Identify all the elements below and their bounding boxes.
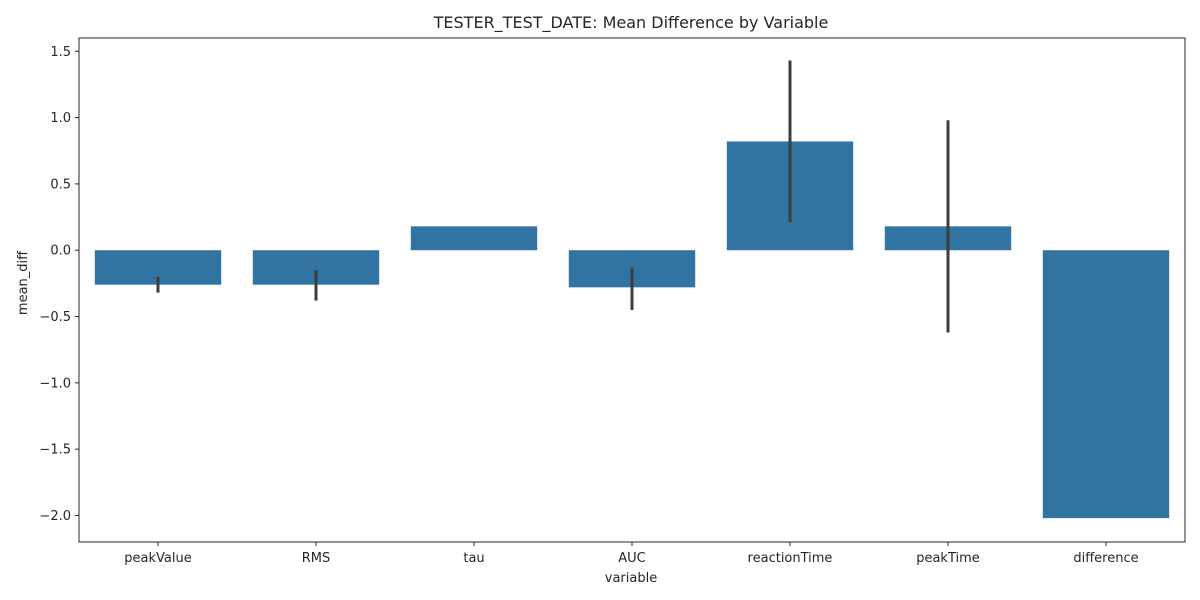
y-tick-label: 0.0	[50, 244, 71, 259]
x-ticks-layer: peakValue RMS tau AUC reactionTime peakTime di…	[124, 542, 1139, 566]
x-tick-label: AUC	[618, 551, 646, 566]
error-bars-layer	[156, 60, 950, 333]
x-tick-label: peakValue	[124, 551, 191, 566]
y-tick-label: −0.5	[39, 310, 71, 325]
x-axis-label: variable	[605, 571, 657, 586]
y-axis-label: mean_diff	[16, 250, 31, 315]
bar-tau	[410, 226, 538, 251]
x-tick-label: difference	[1073, 551, 1138, 566]
y-tick-label: −1.0	[39, 376, 71, 391]
y-tick-label: −1.5	[39, 443, 71, 458]
y-ticks-layer: −2.0 −1.5 −1.0 −0.5 0.0 0.5 1.0 1.5	[39, 45, 79, 524]
y-tick-label: 1.0	[50, 111, 71, 126]
y-tick-label: −2.0	[39, 509, 71, 524]
bars-layer	[94, 141, 1170, 519]
x-tick-label: reactionTime	[748, 551, 833, 566]
x-tick-label: RMS	[302, 551, 331, 566]
x-tick-label: peakTime	[916, 551, 980, 566]
bar-difference	[1042, 250, 1170, 519]
chart-title: TESTER_TEST_DATE: Mean Difference by Var…	[433, 13, 829, 33]
y-tick-label: 0.5	[50, 177, 71, 192]
x-tick-label: tau	[463, 551, 484, 566]
y-tick-label: 1.5	[50, 45, 71, 60]
